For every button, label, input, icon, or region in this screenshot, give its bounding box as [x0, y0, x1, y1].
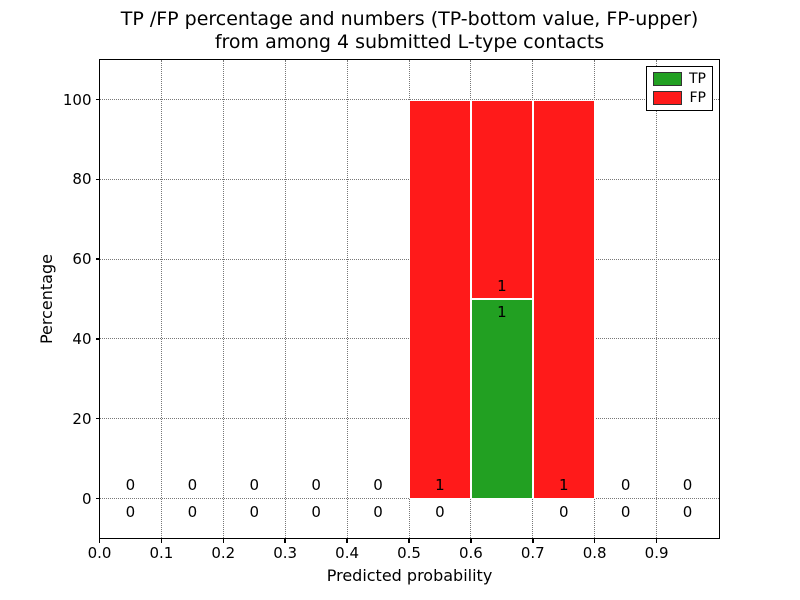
chart-title: TP /FP percentage and numbers (TP-bottom… — [100, 8, 719, 54]
x-tick-label: 0.8 — [582, 543, 607, 562]
x-tick-mark — [470, 539, 472, 543]
x-tick-mark — [160, 539, 163, 543]
legend: TP FP — [646, 66, 713, 111]
x-tick-label: 0.0 — [87, 543, 112, 562]
x-tick-mark — [284, 539, 286, 543]
y-tick-mark — [95, 178, 100, 181]
plot-area: 0 20 40 60 80 100 0.0 0.1 0.2 0.3 0.4 0.5 0.6 0.7 0.8 0… — [63, 58, 720, 562]
fp-count-label: 1 — [558, 476, 569, 495]
x-tick-label: 0.9 — [644, 543, 669, 562]
y-tick-label: 80 — [72, 170, 92, 189]
fp-count-label: 0 — [311, 476, 321, 495]
x-tick-mark — [593, 539, 596, 543]
y-tick-mark — [95, 417, 100, 420]
tp-count-label: 0 — [249, 502, 260, 521]
x-tick-mark — [346, 539, 348, 543]
y-tick-mark — [95, 497, 100, 500]
tp-count-label: 0 — [187, 502, 198, 521]
gridline-vertical — [656, 59, 658, 538]
x-tick-mark — [98, 539, 101, 543]
legend-item-fp: FP — [653, 90, 706, 106]
y-tick-label: 60 — [72, 250, 92, 269]
fp-count-label: 0 — [373, 476, 383, 495]
x-tick-mark — [408, 539, 410, 543]
tp-count-label: 0 — [558, 502, 569, 521]
fp-count-label: 0 — [682, 476, 693, 495]
y-tick-label: 100 — [62, 90, 92, 109]
y-tick-label: 20 — [72, 409, 92, 428]
tp-count-label: 0 — [125, 502, 136, 521]
gridline-vertical — [346, 59, 348, 538]
tp-swatch-icon — [653, 72, 682, 87]
y-tick-mark — [95, 98, 100, 101]
bar-segment-tp — [470, 299, 533, 499]
legend-label-fp: FP — [689, 89, 707, 106]
x-tick-label: 0.5 — [397, 543, 421, 562]
x-tick-mark — [532, 539, 534, 543]
chart-title-line1: TP /FP percentage and numbers (TP-bottom… — [120, 8, 699, 30]
x-tick-label: 0.7 — [520, 543, 545, 562]
legend-item-tp: TP — [653, 71, 706, 87]
fp-count-label: 1 — [435, 476, 445, 495]
y-tick-mark — [95, 258, 100, 260]
bar-segment-fp — [409, 99, 471, 499]
bar-segment-fp — [532, 99, 595, 499]
tp-count-label: 0 — [682, 502, 693, 521]
x-tick-label: 0.2 — [211, 543, 236, 562]
legend-label-tp: TP — [689, 71, 706, 88]
tp-count-label: 0 — [311, 502, 321, 521]
gridline-vertical — [160, 59, 162, 538]
fp-count-label: 0 — [187, 476, 198, 495]
x-tick-mark — [222, 539, 225, 543]
tp-count-label: 1 — [497, 303, 507, 322]
x-tick-label: 0.4 — [335, 543, 360, 562]
x-tick-label: 0.1 — [149, 543, 174, 562]
fp-count-label: 1 — [497, 276, 507, 295]
y-tick-label: 0 — [81, 489, 92, 508]
gridline-vertical — [284, 59, 286, 538]
tp-count-label: 0 — [620, 502, 631, 521]
chart-title-line2: from among 4 submitted L-type contacts — [214, 31, 605, 53]
x-tick-label: 0.6 — [458, 543, 483, 562]
y-tick-mark — [95, 338, 100, 340]
fp-count-label: 0 — [125, 476, 136, 495]
y-axis-label: Percentage — [37, 254, 56, 345]
tp-count-label: 0 — [373, 502, 383, 521]
gridline-vertical — [594, 59, 596, 538]
fp-count-label: 0 — [620, 476, 631, 495]
fp-swatch-icon — [653, 90, 682, 105]
y-tick-label: 40 — [72, 329, 92, 348]
x-tick-mark — [655, 539, 658, 543]
tp-count-label: 0 — [435, 502, 445, 521]
fp-count-label: 0 — [249, 476, 260, 495]
bar-segment-fp — [470, 99, 533, 299]
x-tick-label: 0.3 — [273, 543, 298, 562]
x-axis-label: Predicted probability — [326, 566, 493, 585]
gridline-vertical — [222, 59, 224, 538]
